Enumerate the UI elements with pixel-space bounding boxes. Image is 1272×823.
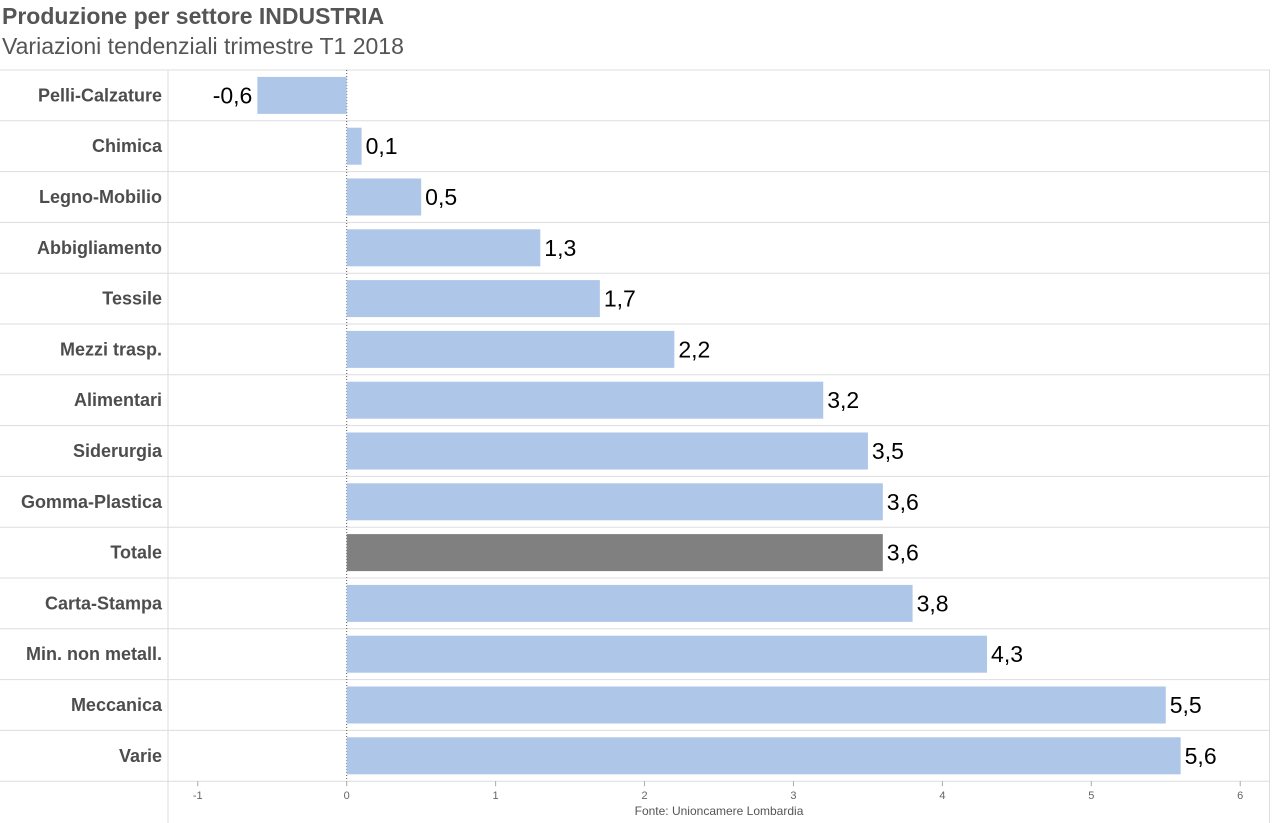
x-tick-label: 3 <box>790 790 796 802</box>
value-label: 5,5 <box>1170 692 1202 718</box>
x-tick-label: 2 <box>641 790 647 802</box>
x-tick-label: 4 <box>939 790 945 802</box>
source-note: Fonte: Unioncamere Lombardia <box>635 804 804 818</box>
bar-abbigliamento <box>346 229 541 267</box>
chart-title: Produzione per settore INDUSTRIA <box>2 3 385 29</box>
bar-chimica <box>346 127 362 165</box>
x-tick-label: 1 <box>493 790 499 802</box>
category-label: Alimentari <box>74 390 162 410</box>
category-label: Meccanica <box>71 695 163 715</box>
value-label: 3,8 <box>917 590 949 616</box>
category-label: Gomma-Plastica <box>21 492 163 512</box>
x-tick-label: 0 <box>344 790 350 802</box>
value-label: 3,6 <box>887 489 919 515</box>
bars-layer <box>257 76 1181 775</box>
bar-alimentari <box>346 381 824 419</box>
bar-min-non-metall- <box>346 635 988 673</box>
labels-layer: Pelli-Calzature -0,6 Chimica 0,1 Legno-Mobil… <box>21 82 1217 768</box>
bar-varie <box>346 737 1181 775</box>
value-label: 1,3 <box>544 235 576 261</box>
x-tick-label: 5 <box>1088 790 1094 802</box>
bar-tessile <box>346 280 600 318</box>
category-label: Varie <box>119 746 162 766</box>
x-axis: -1 0 1 2 3 4 5 6 <box>193 781 1243 802</box>
bar-mezzi-trasp- <box>346 330 675 368</box>
value-label: 0,1 <box>366 133 398 159</box>
x-tick-label: 6 <box>1237 790 1243 802</box>
value-label: 5,6 <box>1185 743 1217 769</box>
bar-carta-stampa <box>346 584 913 622</box>
category-label: Min. non metall. <box>26 644 162 664</box>
x-tick-label: -1 <box>193 790 203 802</box>
category-label: Siderurgia <box>73 441 163 461</box>
bar-totale <box>346 534 883 572</box>
value-label: 0,5 <box>425 184 457 210</box>
value-label: 4,3 <box>991 641 1023 667</box>
value-label: 3,2 <box>827 387 859 413</box>
category-label: Abbigliamento <box>37 238 162 258</box>
category-label: Mezzi trasp. <box>60 339 162 359</box>
value-label: -0,6 <box>213 82 253 108</box>
grid-layer <box>0 69 1270 823</box>
chart-subtitle: Variazioni tendenziali trimestre T1 2018 <box>2 33 404 59</box>
bar-legno-mobilio <box>346 178 422 216</box>
category-label: Pelli-Calzature <box>38 85 162 105</box>
category-label: Tessile <box>102 289 162 309</box>
bar-siderurgia <box>346 432 868 470</box>
category-label: Carta-Stampa <box>45 593 163 613</box>
category-label: Totale <box>110 543 162 563</box>
bar-pelli-calzature <box>257 76 347 114</box>
value-label: 3,6 <box>887 540 919 566</box>
category-label: Legno-Mobilio <box>39 187 162 207</box>
value-label: 3,5 <box>872 438 904 464</box>
bar-gomma-plastica <box>346 483 883 521</box>
value-label: 1,7 <box>604 286 636 312</box>
category-label: Chimica <box>92 136 163 156</box>
bar-meccanica <box>346 686 1166 724</box>
value-label: 2,2 <box>678 336 710 362</box>
